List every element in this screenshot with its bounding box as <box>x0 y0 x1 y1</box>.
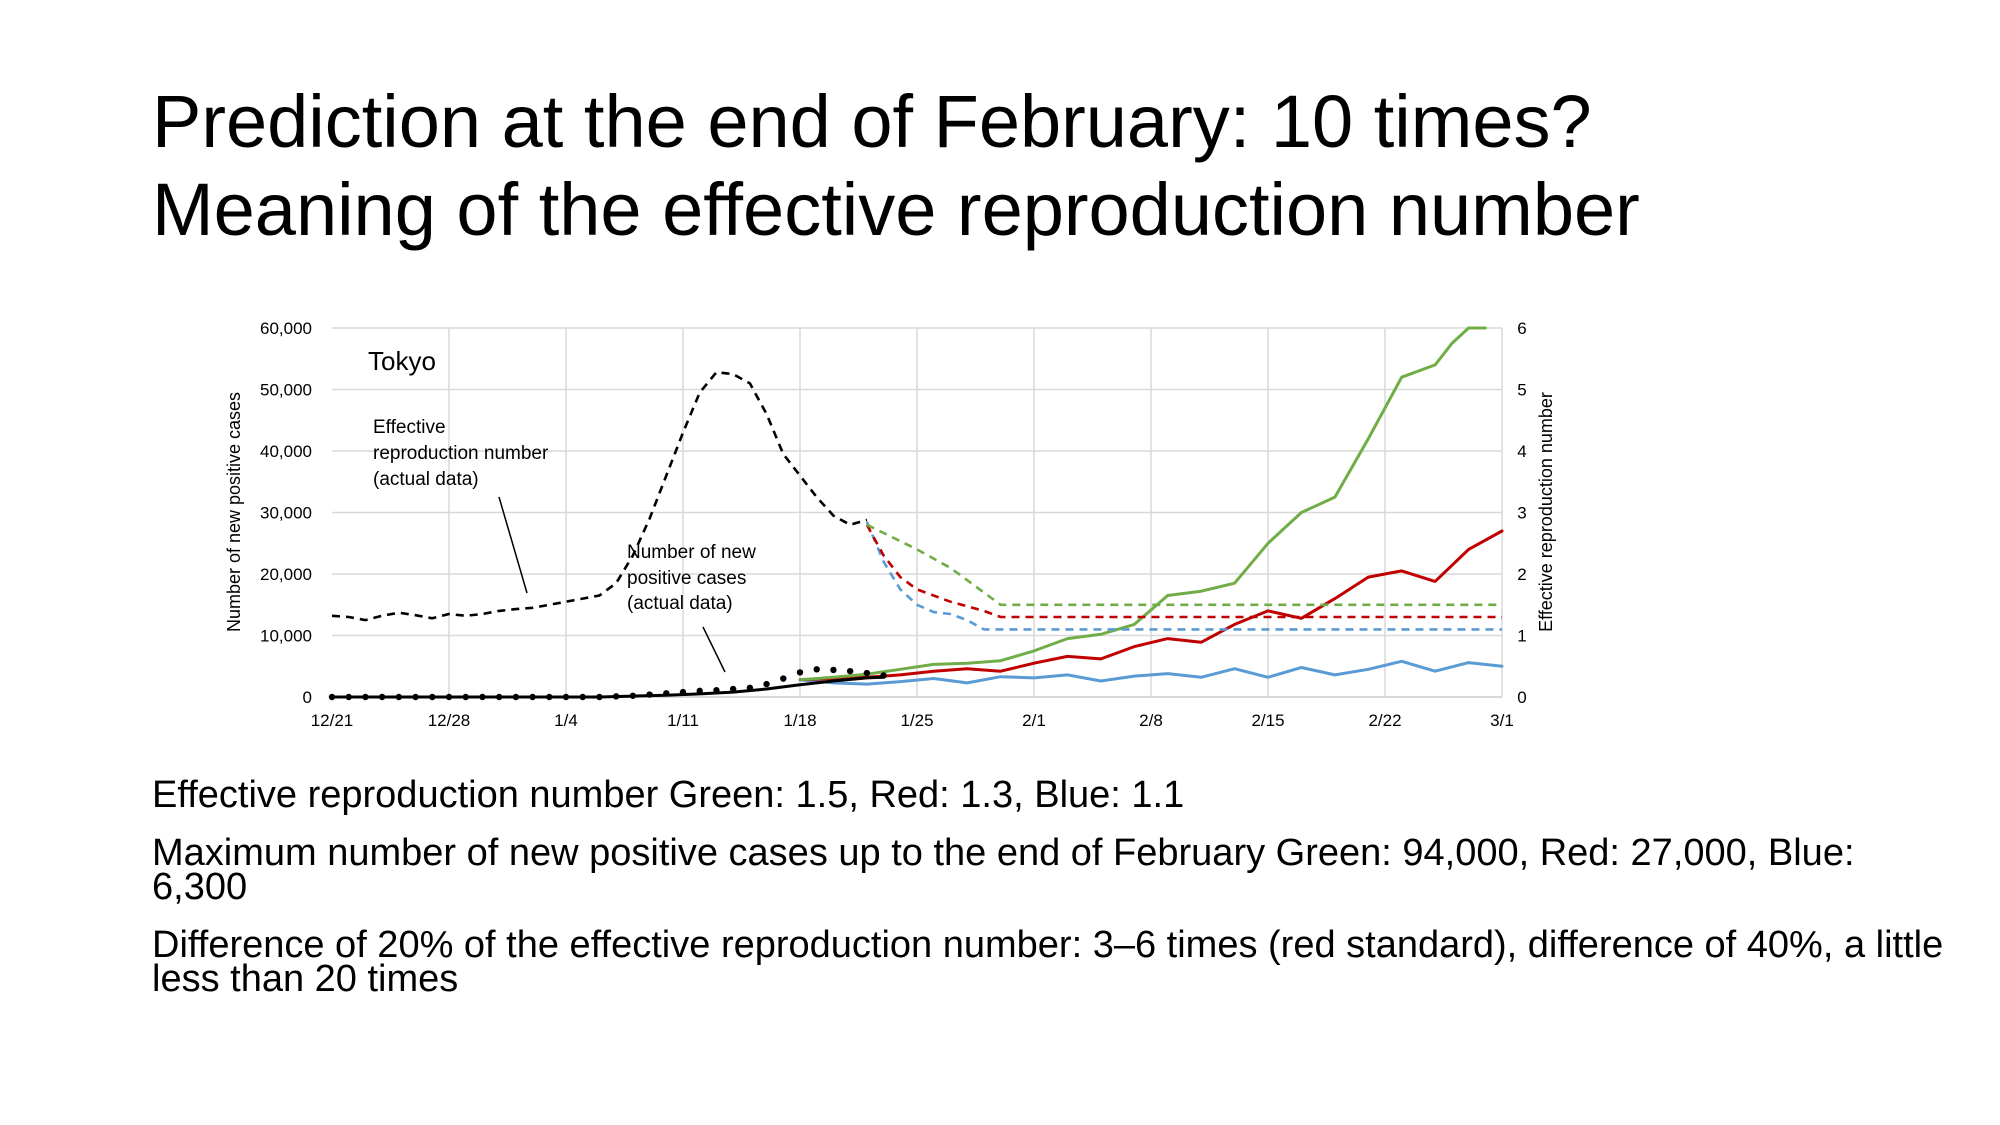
data-point <box>746 684 754 691</box>
data-point <box>462 693 469 701</box>
y2-axis-label: Effective reproduction number <box>1536 392 1556 632</box>
y2-axis-ticks: 0 1 2 3 4 5 6 <box>1517 319 1526 707</box>
data-point <box>512 693 520 701</box>
data-point <box>696 687 703 695</box>
x-tick-label: 12/21 <box>311 711 354 730</box>
y-tick-label: 0 <box>303 688 312 707</box>
annotation-rt-pointer <box>498 496 528 594</box>
data-point <box>495 693 503 701</box>
x-tick-label: 1/25 <box>900 711 933 730</box>
series-rt_proj_green <box>866 523 1502 607</box>
data-point <box>479 693 486 701</box>
annotation-cases-line-2: positive cases <box>627 568 746 589</box>
series-layer <box>328 326 1504 701</box>
data-point <box>429 693 436 701</box>
data-point <box>780 675 787 682</box>
x-tick-label: 2/15 <box>1251 711 1284 730</box>
bullet-list: Effective reproduction number Green: 1.5… <box>152 774 1952 1020</box>
data-point <box>562 693 570 701</box>
y2-tick-label: 1 <box>1517 627 1526 646</box>
annotation-rt-line-3: (actual data) <box>373 469 479 490</box>
data-point <box>863 669 871 677</box>
y-tick-label: 50,000 <box>260 381 312 400</box>
slide-title-line-2: Meaning of the effective reproduction nu… <box>152 168 1640 251</box>
data-point <box>345 693 352 701</box>
series-cases_daily <box>328 666 887 701</box>
annotation-rt-line-1: Effective <box>373 417 446 438</box>
y2-tick-label: 3 <box>1517 504 1526 523</box>
y-tick-label: 60,000 <box>260 319 312 338</box>
series-rt_actual <box>331 371 868 622</box>
data-point <box>729 685 737 693</box>
chart-title: Tokyo <box>368 346 436 376</box>
y-tick-label: 30,000 <box>260 504 312 523</box>
data-point <box>412 693 419 701</box>
x-tick-label: 1/18 <box>783 711 816 730</box>
y-tick-label: 10,000 <box>260 627 312 646</box>
data-point <box>612 693 620 700</box>
bullet-difference: Difference of 20% of the effective repro… <box>152 924 1944 1000</box>
series-rt_proj_blue <box>865 521 1502 631</box>
data-point <box>663 690 670 697</box>
y2-tick-label: 0 <box>1517 688 1526 707</box>
data-point <box>445 693 453 701</box>
data-point <box>378 693 386 701</box>
annotation-cases: Number of new positive cases (actual dat… <box>627 542 756 673</box>
data-point <box>813 666 820 673</box>
grid-horizontal <box>332 327 1502 637</box>
x-axis-ticks: 12/21 12/28 1/4 1/11 1/18 1/25 2/1 2/8 2/15 2/22 3… <box>311 711 1514 730</box>
x-tick-label: 1/4 <box>554 711 578 730</box>
data-point <box>629 692 637 699</box>
series-cases_proj_green <box>798 326 1487 682</box>
data-point <box>713 687 720 694</box>
y2-tick-label: 6 <box>1517 319 1526 338</box>
data-point <box>646 691 653 698</box>
x-tick-label: 1/11 <box>667 711 699 730</box>
data-point <box>830 666 837 674</box>
bullet-maximum-cases: Maximum number of new positive cases up … <box>152 832 1855 908</box>
y-axis-ticks: 0 10,000 20,000 30,000 40,000 50,000 60,000 <box>260 319 312 707</box>
data-point <box>596 693 603 701</box>
data-point <box>529 693 536 701</box>
y2-tick-label: 2 <box>1517 565 1526 584</box>
y2-tick-label: 5 <box>1517 381 1526 400</box>
data-point <box>579 693 586 701</box>
data-point <box>796 669 804 676</box>
data-point <box>546 693 553 701</box>
y2-tick-label: 4 <box>1517 442 1526 461</box>
data-point <box>395 693 403 701</box>
data-point <box>846 667 854 675</box>
data-point <box>328 693 336 701</box>
series-cases_proj_red <box>798 529 1504 682</box>
annotation-cases-line-1: Number of new <box>627 542 756 563</box>
x-tick-label: 2/1 <box>1022 711 1046 730</box>
data-point <box>679 688 687 696</box>
annotation-rt: Effective reproduction number (actual da… <box>373 417 549 594</box>
slide-title: Prediction at the end of February: 10 ti… <box>152 78 1640 254</box>
slide-title-line-1: Prediction at the end of February: 10 ti… <box>152 80 1592 163</box>
x-tick-label: 3/1 <box>1490 711 1514 730</box>
y-axis-label: Number of new positive cases <box>224 392 244 632</box>
annotation-rt-line-2: reproduction number <box>373 443 549 464</box>
x-tick-label: 12/28 <box>428 711 471 730</box>
series-cases_proj_blue <box>798 659 1504 686</box>
y-tick-label: 40,000 <box>260 442 312 461</box>
x-tick-label: 2/8 <box>1139 711 1163 730</box>
y-tick-label: 20,000 <box>260 565 312 584</box>
data-point <box>362 693 369 701</box>
data-point <box>880 672 887 679</box>
x-tick-label: 2/22 <box>1368 711 1401 730</box>
data-point <box>763 680 770 688</box>
series-rt_proj_red <box>865 524 1502 619</box>
annotation-cases-pointer <box>702 626 726 673</box>
annotation-cases-line-3: (actual data) <box>627 593 733 614</box>
bullet-reproduction-numbers: Effective reproduction number Green: 1.5… <box>152 774 1185 816</box>
